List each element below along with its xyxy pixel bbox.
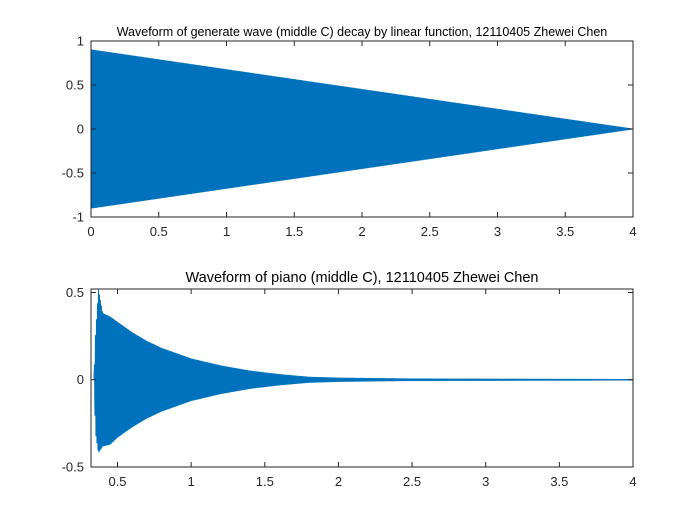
x-tick-label: 0.5 <box>108 474 126 489</box>
x-tick-label: 3.5 <box>556 224 574 239</box>
x-tick-label: 4 <box>629 224 636 239</box>
x-tick-label: 1 <box>223 224 230 239</box>
x-tick-label: 2.5 <box>421 224 439 239</box>
series-line-0 <box>93 288 634 453</box>
x-tick-label: 2 <box>358 224 365 239</box>
x-tick-label: 3.5 <box>550 474 568 489</box>
x-tick-label: 3 <box>482 474 489 489</box>
x-tick-label: 1 <box>188 474 195 489</box>
x-tick-label: 3 <box>494 224 501 239</box>
chart-title: Waveform of piano (middle C), 12110405 Z… <box>185 270 538 286</box>
x-tick-label: 0.5 <box>150 224 168 239</box>
x-tick-label: 1.5 <box>285 224 303 239</box>
y-tick-label: 0 <box>77 372 84 387</box>
x-tick-label: 4 <box>629 474 636 489</box>
plot-area <box>90 49 634 209</box>
y-tick-label: 0.5 <box>66 285 84 300</box>
series-line-0 <box>90 49 634 209</box>
x-axis: 0 0.5 1 1.5 2 2.5 3 3.5 4 <box>87 41 637 239</box>
y-tick-label: -1 <box>72 210 84 225</box>
y-axis: 1 0.5 0 -0.5 -1 <box>62 34 633 225</box>
plot-area <box>93 288 634 453</box>
x-tick-label: 1.5 <box>256 474 274 489</box>
y-tick-label: 1 <box>77 34 84 49</box>
x-tick-label: 2 <box>335 474 342 489</box>
y-axis: 0.5 0 -0.5 <box>62 285 633 475</box>
waveform-piano-chart: Waveform of piano (middle C), 12110405 Z… <box>62 270 637 489</box>
x-tick-label: 2.5 <box>403 474 421 489</box>
chart-title: Waveform of generate wave (middle C) dec… <box>117 25 608 39</box>
y-tick-label: -0.5 <box>62 460 84 475</box>
y-tick-label: -0.5 <box>62 166 84 181</box>
x-axis: 0.5 1 1.5 2 2.5 3 3.5 4 <box>108 289 637 489</box>
waveform-linear-decay-chart: Waveform of generate wave (middle C) dec… <box>62 25 637 239</box>
y-tick-label: 0 <box>77 122 84 137</box>
x-tick-label: 0 <box>87 224 94 239</box>
y-tick-label: 0.5 <box>66 78 84 93</box>
axes-box <box>90 288 634 468</box>
